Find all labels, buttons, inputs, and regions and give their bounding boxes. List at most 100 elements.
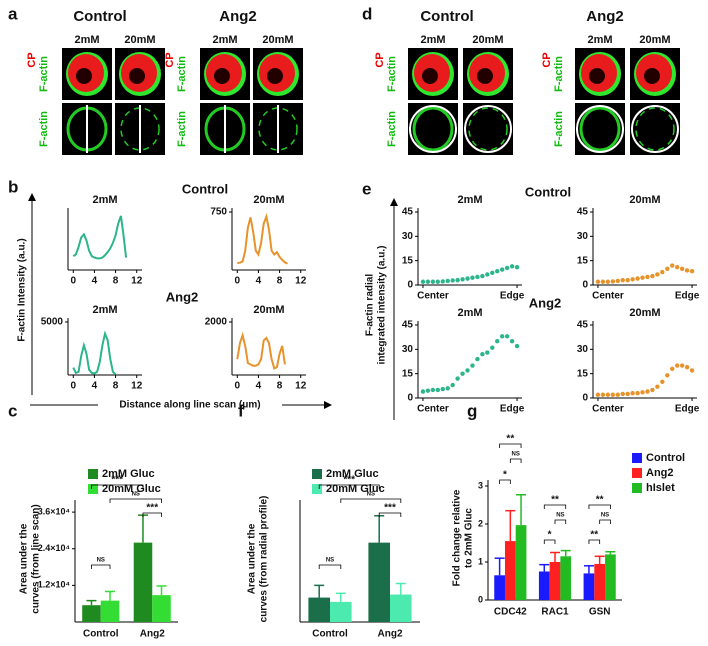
cell-core	[214, 68, 230, 84]
point	[490, 345, 495, 350]
y-tick-label: 1	[478, 556, 483, 566]
significance-label: **	[596, 495, 604, 506]
significance-label: NS	[97, 558, 105, 564]
point	[460, 371, 465, 376]
y-tick-label: 2	[478, 518, 483, 528]
legend-swatch	[88, 469, 98, 479]
x-tick-label: 4	[92, 381, 98, 392]
point	[595, 392, 601, 397]
x-tick-label: 12	[131, 276, 143, 287]
point	[455, 277, 460, 283]
y-tick-label: 30	[402, 344, 414, 355]
scan-circle	[576, 105, 624, 153]
cell-actin-ring	[635, 107, 675, 151]
row-label: F-actin	[38, 111, 50, 147]
legend-swatch	[632, 453, 642, 463]
panel-label: c	[8, 401, 17, 420]
point	[485, 350, 490, 355]
cell-core	[422, 68, 438, 84]
point	[425, 279, 431, 284]
point	[630, 390, 635, 396]
y-tick-label: 45	[577, 320, 589, 331]
cell-actin-ring	[579, 106, 621, 152]
bar	[549, 562, 561, 600]
significance-bracket	[588, 539, 601, 544]
bar	[308, 597, 330, 622]
significance-label: NS	[132, 492, 140, 498]
point	[679, 266, 685, 271]
point	[480, 273, 485, 279]
group-title: Control	[182, 181, 228, 196]
significance-bracket	[499, 479, 511, 484]
point	[600, 392, 606, 397]
legend-swatch	[312, 484, 322, 494]
row-label: F-actin	[176, 111, 188, 147]
point	[610, 279, 616, 284]
point	[660, 269, 665, 275]
arrow-head	[324, 401, 332, 409]
y-tick-label: 45	[577, 207, 589, 218]
panel-label: a	[8, 4, 18, 23]
point	[625, 277, 630, 283]
point	[635, 390, 640, 396]
significance-label: **	[590, 530, 598, 541]
point	[689, 269, 695, 274]
significance-bracket	[599, 519, 611, 524]
panel-label: f	[238, 401, 244, 420]
point	[499, 267, 505, 272]
bar	[583, 573, 595, 600]
significance-bracket	[91, 484, 144, 489]
point	[430, 387, 436, 393]
legend-label: 20mM Gluc	[102, 483, 161, 495]
micrograph	[575, 103, 625, 155]
legend-swatch	[312, 469, 322, 479]
cell-actin-ring	[468, 107, 508, 151]
micrograph	[463, 103, 513, 155]
y-tick-label: 15	[577, 255, 589, 266]
point	[514, 264, 520, 270]
line	[237, 213, 288, 265]
point	[620, 277, 625, 283]
point	[450, 278, 455, 283]
x-tick-label: 4	[256, 381, 262, 392]
point	[670, 263, 675, 268]
point	[485, 272, 490, 277]
point	[655, 384, 660, 389]
y-tick-label: 1.2×10⁴	[38, 580, 70, 590]
group-title: Control	[73, 8, 126, 25]
significance-label: ***	[111, 475, 123, 486]
point	[645, 274, 650, 280]
y-tick-label: 0	[582, 393, 588, 404]
row-label: CP	[26, 52, 38, 67]
significance-bracket	[378, 512, 402, 517]
scan-circle	[631, 105, 679, 153]
point	[650, 387, 655, 393]
point	[650, 273, 655, 279]
point	[470, 275, 475, 280]
x-tick-label: CDC42	[494, 607, 527, 618]
x-tick-label: Center	[592, 291, 624, 302]
point	[470, 363, 475, 368]
significance-label: NS	[556, 513, 564, 519]
line	[236, 331, 286, 370]
significance-label: *	[503, 470, 507, 481]
point	[465, 276, 470, 281]
row-label: F-actin	[553, 111, 565, 147]
cell-actin-ring	[412, 106, 454, 152]
group-title: Ang2	[529, 295, 562, 310]
point	[460, 277, 465, 282]
point	[615, 278, 620, 284]
point	[420, 389, 426, 394]
bar	[605, 554, 616, 600]
point	[440, 279, 445, 284]
point	[630, 277, 635, 282]
point	[684, 364, 690, 370]
panel-label: b	[8, 177, 18, 196]
condition-label: 20mM	[472, 34, 503, 46]
point	[635, 276, 640, 281]
point	[445, 386, 450, 391]
row-label: F-actin	[38, 56, 50, 92]
x-tick-label: Edge	[675, 404, 700, 415]
micrograph	[408, 103, 458, 155]
